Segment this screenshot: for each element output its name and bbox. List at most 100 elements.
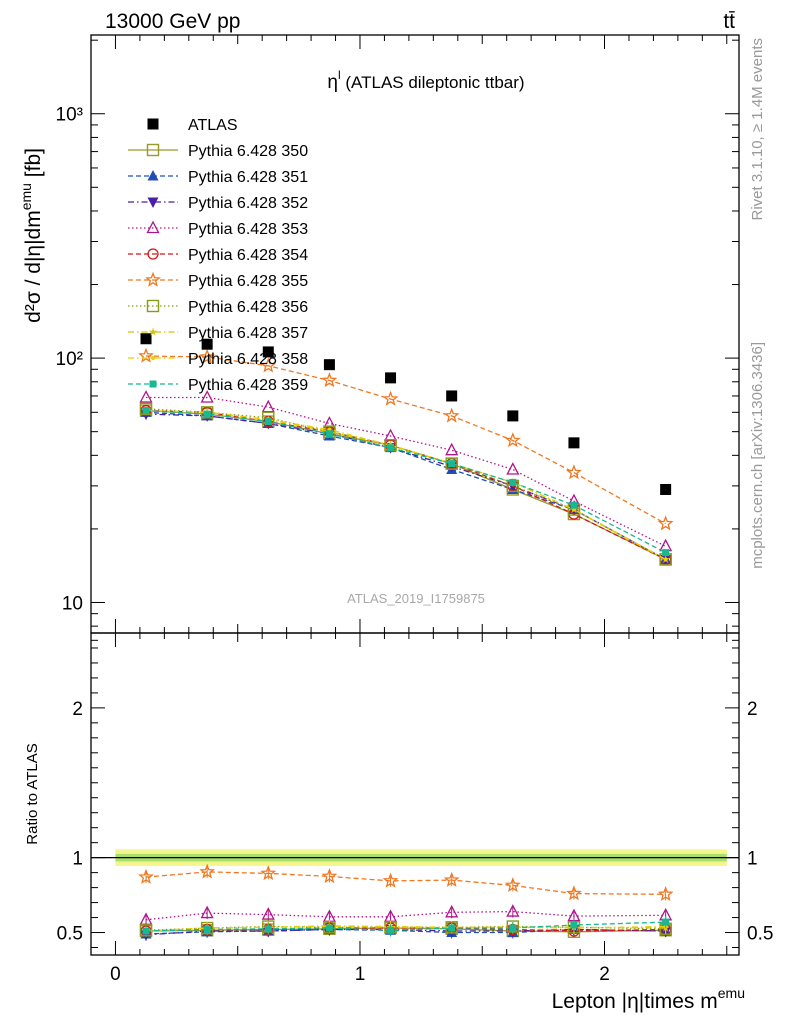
legend-label: Pythia 6.428 350	[188, 143, 308, 160]
ratio-data-point	[199, 863, 216, 879]
data-point	[570, 501, 578, 509]
legend-label: Pythia 6.428 351	[188, 169, 308, 186]
series-line	[145, 409, 666, 554]
data-point	[662, 549, 670, 557]
ratio-reference-band	[91, 849, 739, 866]
data-point	[264, 418, 272, 426]
ratio-series-pythia-6-428-359	[142, 916, 670, 938]
ratio-data-point	[506, 904, 520, 917]
legend-entry: Pythia 6.428 351	[128, 169, 308, 186]
legend-label: Pythia 6.428 356	[188, 299, 308, 316]
legend-marker	[151, 356, 155, 360]
data-point	[260, 357, 277, 373]
legend-marker	[146, 143, 160, 157]
data-point	[140, 333, 152, 345]
data-point	[139, 402, 153, 416]
ratio-data-point	[264, 925, 272, 933]
series-line	[145, 408, 666, 560]
data-point	[446, 390, 458, 402]
data-point	[507, 410, 519, 422]
main-y-tick-label: 10³	[56, 105, 83, 126]
main-y-axis-label: d²σ / d|η|dmemu [fb]	[18, 148, 45, 323]
data-point	[323, 359, 335, 371]
legend-marker	[148, 327, 158, 336]
data-point	[325, 430, 333, 438]
data-point	[387, 444, 395, 452]
ratio-data-point	[382, 872, 399, 888]
legend-entry: Pythia 6.428 354	[128, 247, 308, 264]
data-point	[568, 437, 580, 449]
ratio-y-axis-label: Ratio to ATLAS	[24, 743, 41, 844]
data-point	[139, 390, 153, 403]
legend-entry: Pythia 6.428 355	[128, 271, 308, 290]
legend-entry: Pythia 6.428 359	[128, 377, 308, 394]
ratio-data-point	[566, 885, 582, 901]
data-point	[201, 338, 213, 350]
legend-entry: Pythia 6.428 352	[128, 195, 308, 212]
ratio-data-point	[387, 926, 395, 934]
legend-label: Pythia 6.428 353	[188, 221, 308, 238]
data-point	[663, 557, 668, 562]
data-point	[262, 346, 274, 358]
ratio-data-point	[203, 926, 211, 934]
x-tick-label: 1	[355, 964, 366, 985]
ratio-data-point	[445, 904, 459, 918]
ratio-y-tick-label: 0.5	[57, 924, 83, 945]
data-point	[142, 407, 150, 415]
series-pythia-6-428-359	[142, 407, 670, 557]
legend-label: Pythia 6.428 355	[188, 273, 308, 290]
data-point	[657, 515, 674, 531]
series-atlas	[140, 333, 672, 495]
x-axis-label: Lepton |η|times memu	[552, 985, 745, 1013]
data-point	[200, 390, 214, 403]
legend-label: Pythia 6.428 358	[188, 351, 308, 368]
ratio-panel: 0.5 0.5 1 1 2 2 0 1 2 Ratio to ATLAS Lepton |η|t…	[24, 632, 773, 1013]
legend-marker	[149, 380, 157, 388]
process-label: tt̄	[723, 10, 735, 33]
legend-marker	[146, 299, 160, 313]
ratio-data-point	[509, 924, 517, 932]
legend-label: Pythia 6.428 352	[188, 195, 308, 212]
ratio-y-tick-label: 2	[72, 699, 83, 720]
ratio-data-point	[657, 886, 674, 902]
legend-marker	[145, 271, 161, 287]
ratio-data-point	[448, 924, 456, 932]
data-point	[321, 372, 338, 388]
legend-label: ATLAS	[188, 117, 238, 134]
legend: ATLAS Pythia 6.428 350 Pythia 6.428 351 Pyt…	[128, 117, 308, 394]
ratio-series	[138, 863, 674, 941]
series-line	[145, 355, 666, 525]
series-line	[146, 396, 666, 547]
ratio-frame	[90, 632, 740, 956]
main-series	[138, 333, 674, 566]
data-point	[382, 390, 399, 406]
main-y-tick-label: 10	[62, 593, 83, 614]
ratio-axis-ticks: 0.5 0.5 1 1 2 2 0 1 2	[57, 632, 773, 985]
ratio-data-point	[261, 907, 275, 920]
data-point	[445, 457, 458, 470]
legend-entry: Pythia 6.428 356	[128, 299, 308, 316]
x-tick-label: 2	[599, 964, 610, 985]
legend-entry: ATLAS	[147, 117, 238, 134]
data-point	[448, 460, 456, 468]
data-point	[199, 348, 216, 364]
main-y-tick-label: 10²	[56, 349, 83, 370]
ratio-data-point	[570, 921, 578, 929]
legend-label: Pythia 6.428 354	[188, 247, 308, 264]
data-point	[566, 464, 582, 480]
main-axis-ticks: 10 10² 10³	[56, 35, 739, 641]
ratio-y-tick-label-right: 1	[747, 849, 758, 870]
data-point	[203, 410, 211, 418]
ratio-data-point	[662, 918, 670, 926]
legend-entry: Pythia 6.428 357	[128, 325, 308, 342]
ratio-data-point	[260, 865, 277, 881]
legend-marker	[147, 197, 159, 208]
data-point	[506, 462, 520, 475]
ratio-y-tick-label-right: 2	[747, 699, 758, 720]
ratio-data-point	[443, 871, 460, 887]
main-panel: 10 10² 10³ ATLAS Pythia 6.428 350 Pythia 6.4…	[18, 34, 740, 641]
rivet-version-label: Rivet 3.1.10, ≥ 1.4M events	[749, 38, 766, 221]
legend-entry: Pythia 6.428 358	[128, 351, 308, 368]
ratio-data-point	[504, 877, 521, 893]
